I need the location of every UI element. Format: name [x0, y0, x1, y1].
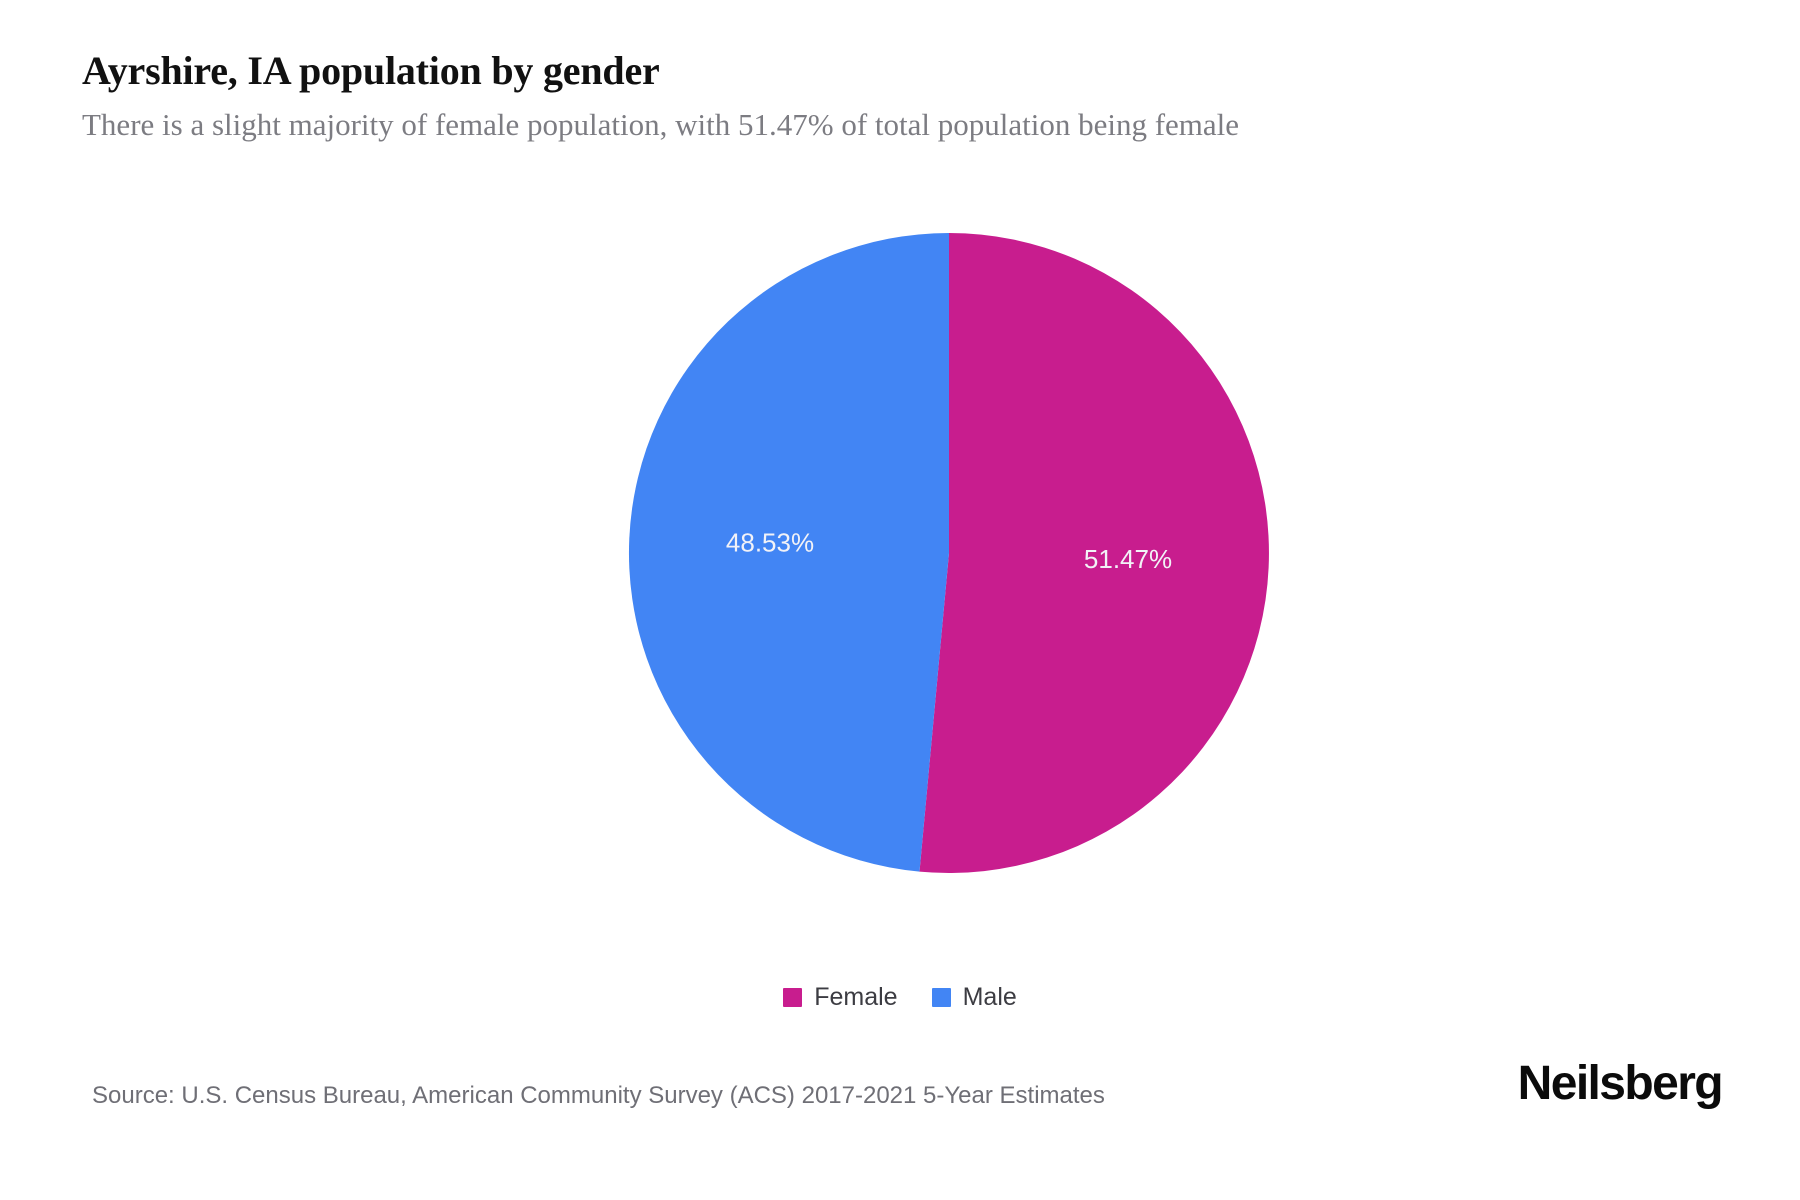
- pie-slice-female[interactable]: [919, 233, 1269, 873]
- pie-slices: [628, 232, 1269, 873]
- legend-label-male: Male: [962, 983, 1017, 1011]
- chart-subtitle: There is a slight majority of female pop…: [82, 107, 1240, 142]
- chart-footer: Source: U.S. Census Bureau, American Com…: [0, 1060, 1800, 1130]
- pie-slice-label-male: 48.53%: [726, 528, 814, 558]
- source-attribution: Source: U.S. Census Bureau, American Com…: [92, 1082, 1105, 1109]
- legend-item-male[interactable]: Male: [931, 983, 1017, 1011]
- plot-area: 51.47% 48.53%: [0, 210, 1800, 910]
- chart-header: Ayrshire, IA population by gender There …: [82, 48, 1722, 143]
- pie-slice-male[interactable]: [628, 232, 949, 872]
- pie-chart: 51.47% 48.53%: [628, 232, 1270, 874]
- legend-label-female: Female: [814, 983, 898, 1011]
- legend-swatch-female-icon: [783, 988, 803, 1007]
- page-title: Ayrshire, IA population by gender: [82, 48, 660, 93]
- brand-logo: Neilsberg: [1517, 1057, 1724, 1110]
- chart-legend: Female Male: [0, 985, 1800, 1010]
- pie-svg: 51.47% 48.53%: [628, 232, 1269, 873]
- legend-swatch-male-icon: [931, 988, 951, 1007]
- pie-slice-label-female: 51.47%: [1084, 544, 1172, 574]
- legend-item-female[interactable]: Female: [783, 983, 898, 1011]
